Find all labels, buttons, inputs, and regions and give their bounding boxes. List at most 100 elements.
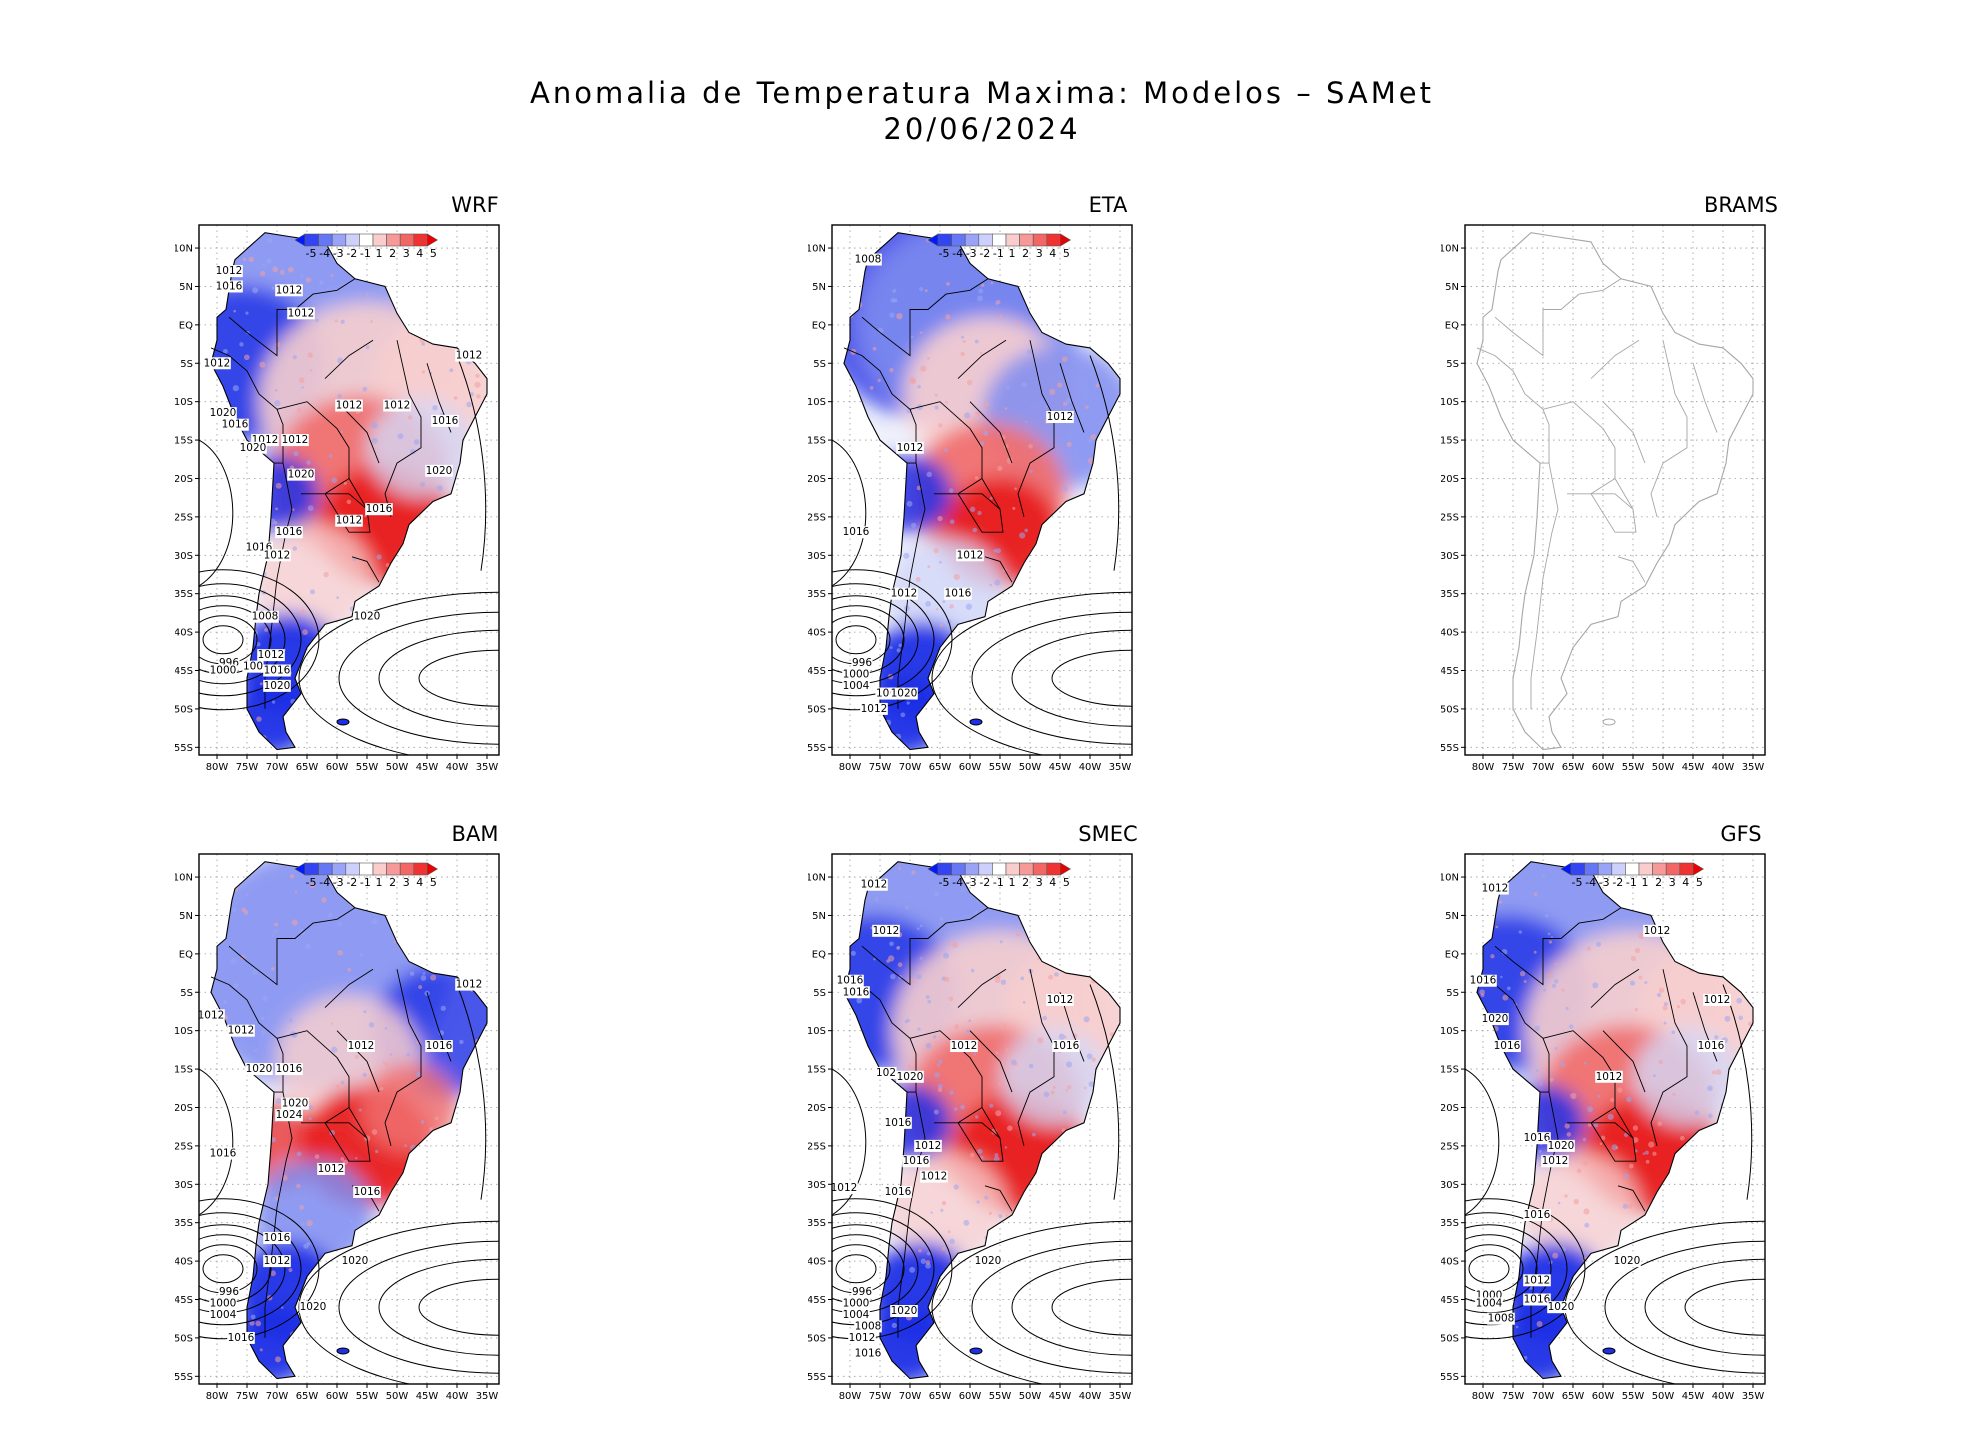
lon-tick-label: 80W <box>839 1391 862 1402</box>
isobar-label: 1012 <box>336 400 363 412</box>
isobar-label: 1024 <box>276 1109 303 1121</box>
lat-tick-label: 50S <box>1441 704 1459 715</box>
lon-tick-label: 75W <box>236 762 259 773</box>
isobar-label: 1012 <box>258 649 285 661</box>
lon-tick-label: 65W <box>929 1391 952 1402</box>
colorbar: -5 -4 -3 -2 -1 1 2 3 4 5 <box>927 233 1071 260</box>
lon-tick-label: 75W <box>1502 1391 1525 1402</box>
lon-tick-label: 35W <box>476 762 499 773</box>
colorbar-swatch <box>386 862 401 876</box>
map-frame <box>831 853 1133 1385</box>
lat-tick-label: 35S <box>175 1218 193 1229</box>
lat-tick-label: EQ <box>1445 320 1459 331</box>
lat-tick-label: 35S <box>1441 1218 1459 1229</box>
colorbar-label: -3 <box>333 876 344 889</box>
lat-tick-label: 15S <box>1441 1065 1459 1076</box>
isobar-label: 1012 <box>861 879 888 891</box>
lon-tick-label: 45W <box>1049 1391 1072 1402</box>
isobar-label: 1012 <box>1704 994 1731 1006</box>
colorbar-swatch <box>386 233 401 247</box>
colorbar-label: 3 <box>1036 876 1043 889</box>
lon-tick-label: 60W <box>326 1391 349 1402</box>
isobar-label: 1016 <box>210 1148 237 1160</box>
lat-tick-label: 45S <box>808 1295 826 1306</box>
lon-tick-label: 45W <box>1682 762 1705 773</box>
lon-tick-label: 50W <box>386 762 409 773</box>
colorbar-swatch <box>1032 233 1048 247</box>
panel-title: BAM <box>451 822 499 846</box>
lat-tick-label: EQ <box>179 949 193 960</box>
isobar-label: 1012 <box>288 307 315 319</box>
colorbar-swatch <box>1638 862 1653 876</box>
colorbar-label: -5 <box>939 247 950 260</box>
lon-tick-label: 60W <box>959 762 982 773</box>
coastline <box>843 232 1121 751</box>
lon-tick-label: 35W <box>476 1391 499 1402</box>
lat-tick-label: 45S <box>175 666 193 677</box>
colorbar-swatch <box>964 862 980 876</box>
map-frame <box>198 224 500 756</box>
isobar-label: 1000 <box>843 668 870 680</box>
colorbar-swatch <box>1652 862 1667 876</box>
isobar-label: 1012 <box>849 1332 876 1344</box>
colorbar-label: 3 <box>403 247 410 260</box>
lon-tick-label: 70W <box>899 762 922 773</box>
lat-tick-label: 10S <box>1441 397 1459 408</box>
colorbar-swatch <box>318 862 333 876</box>
isobar-label: 1012 <box>1644 925 1671 937</box>
colorbar-swatch <box>1019 862 1034 876</box>
colorbar-label: 5 <box>1696 876 1703 889</box>
lon-tick-label: 35W <box>1742 1391 1765 1402</box>
lat-tick-label: 20S <box>808 474 826 485</box>
colorbar-label: -4 <box>319 876 330 889</box>
colorbar-swatch <box>937 862 952 876</box>
coastline <box>210 861 488 1380</box>
lon-tick-label: 40W <box>446 762 469 773</box>
colorbar-swatch <box>331 862 347 876</box>
panel-smec: SMEC 1012 1012 1016 1016 1012 1012 1016 102 1020… <box>808 822 1408 1422</box>
colorbar-label: -3 <box>966 876 977 889</box>
lat-tick-label: EQ <box>812 320 826 331</box>
lon-tick-label: 80W <box>1472 762 1495 773</box>
lat-tick-label: 50S <box>1441 1333 1459 1344</box>
panel-title: ETA <box>1088 193 1128 217</box>
colorbar-label: -4 <box>952 247 963 260</box>
figure-title: Anomalia de Temperatura Maxima: Modelos … <box>530 76 1434 110</box>
coastline <box>1476 861 1754 1380</box>
lat-tick-label: 30S <box>808 1180 826 1191</box>
lat-tick-label: 55S <box>808 743 826 754</box>
colorbar: -5 -4 -3 -2 -1 1 2 3 4 5 <box>927 862 1071 889</box>
panel-title: SMEC <box>1078 822 1138 846</box>
colorbar-swatch <box>1046 233 1061 247</box>
colorbar-label: -2 <box>979 876 990 889</box>
colorbar-label: 3 <box>1036 247 1043 260</box>
isobar-label: 1020 <box>975 1255 1002 1267</box>
lat-tick-label: 15S <box>808 1065 826 1076</box>
colorbar-swatch <box>1611 862 1626 876</box>
isobar-label: 1012 <box>264 1255 291 1267</box>
isobar-label: 1016 <box>1470 975 1497 987</box>
isobar-label: 996 <box>852 1286 872 1298</box>
isobar-label: 1012 <box>456 350 483 362</box>
isobar-label: 1020 <box>300 1301 327 1313</box>
isobar-label: 1016 <box>1524 1209 1551 1221</box>
colorbar-label: -1 <box>360 876 371 889</box>
lat-tick-label: 10S <box>175 397 193 408</box>
map-frame <box>1464 853 1766 1385</box>
colorbar-label: -4 <box>319 247 330 260</box>
lat-tick-label: 25S <box>175 512 193 523</box>
colorbar-swatch <box>413 862 428 876</box>
colorbar-label: 2 <box>389 247 396 260</box>
colorbar-swatch <box>1046 862 1061 876</box>
coastline <box>1476 232 1754 751</box>
lat-tick-label: 25S <box>175 1141 193 1152</box>
map-frame <box>198 853 500 1385</box>
isobar-label: 1016 <box>426 1040 453 1052</box>
isobar-label: 1016 <box>432 415 459 427</box>
lon-tick-label: 80W <box>206 762 229 773</box>
colorbar-swatch <box>399 862 415 876</box>
colorbar-arrow-high <box>1060 233 1071 247</box>
falkland-islands <box>969 1347 983 1355</box>
colorbar-label: -1 <box>1626 876 1637 889</box>
